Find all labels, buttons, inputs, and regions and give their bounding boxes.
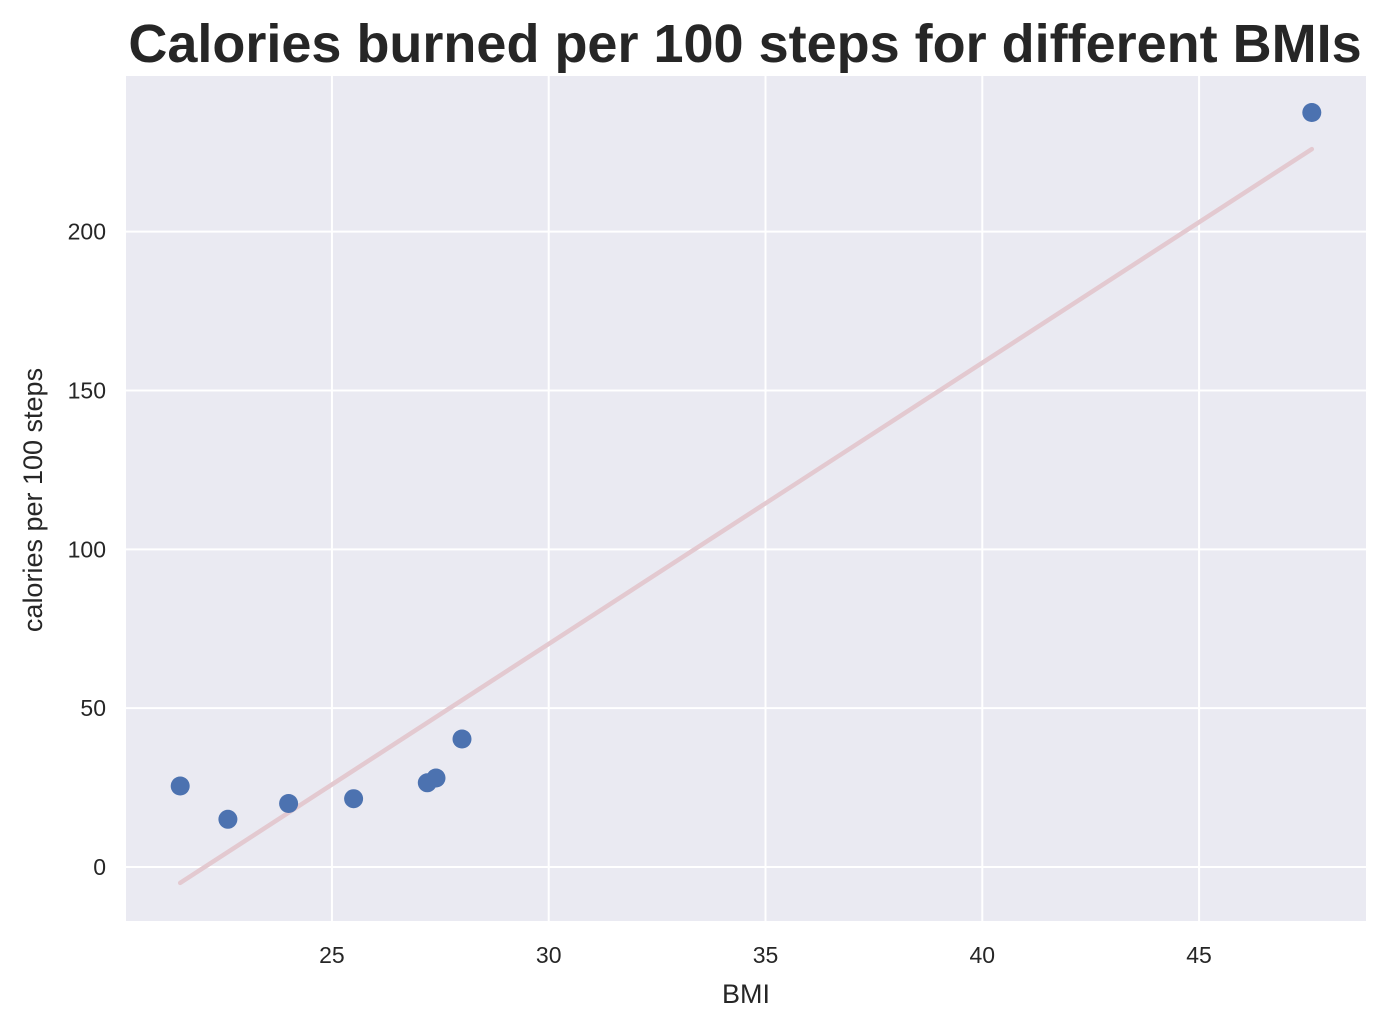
scatter-point: [170, 776, 190, 796]
scatter-point: [279, 794, 299, 813]
x-tick-label: 40: [969, 942, 995, 968]
scatter-point: [344, 789, 364, 809]
scatter-point: [218, 809, 238, 829]
scatter-point: [452, 729, 472, 749]
y-tick-label: 0: [93, 854, 106, 880]
y-tick-label: 200: [68, 219, 106, 245]
x-tick-label: 45: [1186, 942, 1212, 968]
x-tick-label: 35: [753, 942, 779, 968]
tick-labels: 25 30 35 40 45 0 50 100 150 200: [68, 219, 1212, 968]
scatter-point: [426, 768, 446, 788]
data-marks: [170, 103, 1322, 886]
chart-title: Calories burned per 100 steps for differ…: [128, 14, 1361, 74]
grid-lines: [126, 76, 1366, 921]
fit-line: [177, 146, 1315, 886]
x-tick-label: 25: [319, 942, 345, 968]
y-tick-label: 50: [80, 695, 106, 721]
y-tick-label: 100: [68, 536, 106, 562]
x-tick-label: 30: [536, 942, 562, 968]
y-axis-label: calories per 100 steps: [18, 368, 48, 632]
plot-area: [126, 76, 1366, 921]
x-axis-label: BMI: [722, 979, 770, 1009]
y-tick-label: 150: [68, 377, 106, 403]
scatter-point: [1302, 103, 1322, 122]
